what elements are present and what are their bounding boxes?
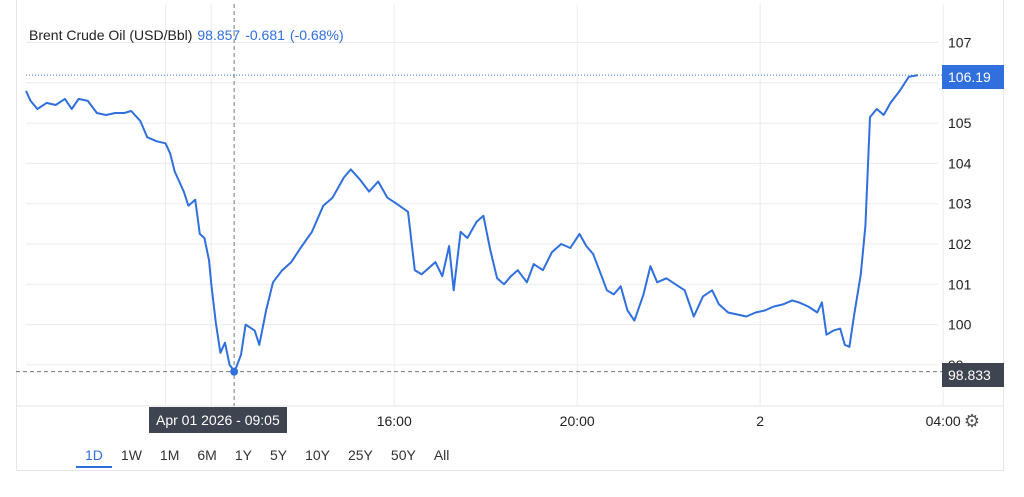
- y-tick-label: 105: [948, 115, 972, 131]
- y-tick-label: 103: [948, 196, 972, 212]
- range-button-1w[interactable]: 1W: [120, 447, 142, 463]
- time-range-selector: 1D 1W 1M 6M 1Y 5Y 10Y 25Y 50Y All: [76, 439, 458, 471]
- legend-value: 98.857: [197, 27, 241, 43]
- legend-change: -0.681: [245, 27, 285, 43]
- y-tick-label: 107: [948, 35, 972, 51]
- range-button-25y[interactable]: 25Y: [347, 447, 373, 463]
- legend-instrument-name: Brent Crude Oil (USD/Bbl): [29, 27, 193, 43]
- range-button-10y[interactable]: 10Y: [305, 447, 330, 463]
- x-tick-label: 2: [756, 413, 764, 429]
- x-tick-label: 04:00: [926, 413, 961, 429]
- series-line: [25, 74, 919, 372]
- x-tick-label: 20:00: [560, 413, 595, 429]
- x-tick-label: 16:00: [377, 413, 412, 429]
- gear-icon[interactable]: ⚙: [963, 411, 981, 431]
- y-tick-label: 102: [948, 236, 972, 252]
- range-button-1d[interactable]: 1D: [76, 439, 112, 471]
- legend-change-pct: (-0.68%): [289, 27, 344, 43]
- chart-frame: [16, 0, 1004, 471]
- range-button-all[interactable]: All: [433, 447, 450, 463]
- range-button-5y[interactable]: 5Y: [269, 447, 288, 463]
- range-button-6m[interactable]: 6M: [197, 447, 217, 463]
- range-button-50y[interactable]: 50Y: [390, 447, 416, 463]
- chart-legend: Brent Crude Oil (USD/Bbl) 98.857 -0.681 …: [29, 27, 344, 43]
- y-tick-label: 104: [948, 155, 972, 171]
- y-tick-label: 101: [948, 276, 972, 292]
- range-button-1y[interactable]: 1Y: [234, 447, 252, 463]
- last-price-tag: 106.19: [942, 65, 1004, 89]
- crosshair-point: [230, 367, 239, 376]
- y-tick-label: 100: [948, 317, 972, 333]
- crosshair-time-tag: Apr 01 2026 - 09:05: [149, 407, 287, 433]
- range-button-1m[interactable]: 1M: [159, 447, 180, 463]
- crosshair-price-tag: 98.833: [942, 363, 1004, 387]
